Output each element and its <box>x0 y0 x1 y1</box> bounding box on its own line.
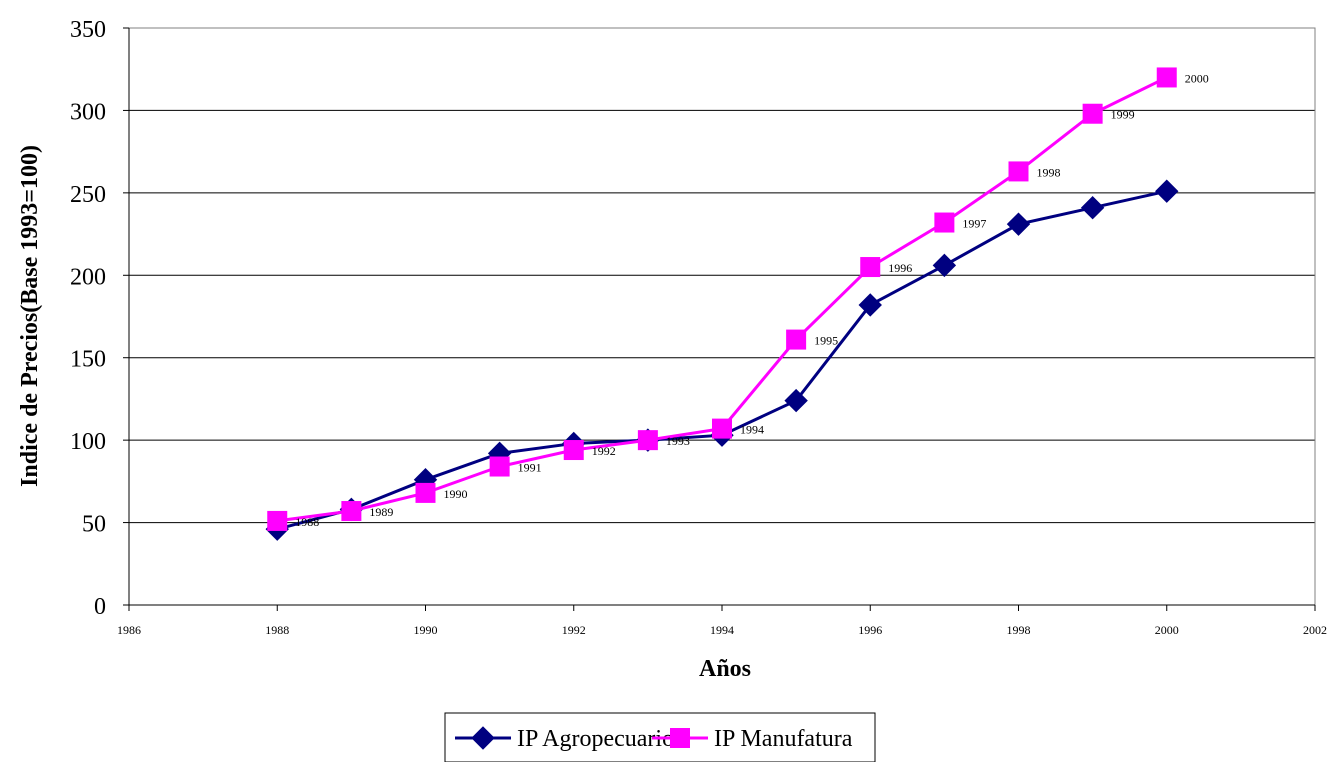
x-tick-label: 1996 <box>858 623 882 637</box>
data-point <box>934 212 955 233</box>
data-label: 1997 <box>962 217 986 231</box>
data-label: 1992 <box>592 444 616 458</box>
x-tick-label: 1986 <box>117 623 141 637</box>
data-point <box>860 257 881 278</box>
y-tick-label: 350 <box>70 17 106 43</box>
data-label: 1995 <box>814 334 838 348</box>
series <box>265 67 1179 541</box>
legend-marker <box>471 726 495 750</box>
data-label: 1999 <box>1111 108 1135 122</box>
x-tick-label: 1988 <box>265 623 289 637</box>
data-point <box>489 456 510 477</box>
x-tick-label: 2000 <box>1155 623 1179 637</box>
legend-item: IP Agropecuario <box>455 726 674 752</box>
legend-label: IP Manufatura <box>714 726 853 752</box>
data-point <box>637 430 658 451</box>
point-labels: 1988 1989 1990 1991 1992 1993 1994 1995 1996 1997… <box>295 71 1209 528</box>
data-point <box>1082 103 1103 124</box>
data-label: 1988 <box>295 515 319 529</box>
data-point <box>784 388 808 413</box>
x-tick-label: 1994 <box>710 623 734 637</box>
y-tick-label: 50 <box>82 512 106 538</box>
data-label: 1990 <box>444 487 468 501</box>
y-tick-label: 0 <box>94 594 106 620</box>
series-line <box>276 189 1168 531</box>
data-point <box>932 253 957 278</box>
legend-label: IP Agropecuario <box>517 726 674 752</box>
series-line <box>277 76 1168 523</box>
legend: IP Agropecuario IP Manufatura <box>444 712 876 762</box>
data-point <box>267 510 288 531</box>
data-point <box>563 440 584 461</box>
data-point <box>415 482 436 503</box>
legend-marker <box>670 728 690 748</box>
x-axis-title: Años <box>699 656 751 682</box>
data-point <box>1156 67 1177 88</box>
data-point <box>1155 179 1179 203</box>
y-tick-label: 150 <box>70 347 106 373</box>
data-label: 1991 <box>518 461 542 475</box>
data-label: 1996 <box>888 261 912 275</box>
data-point <box>341 501 362 522</box>
data-point <box>786 329 807 350</box>
y-tick-label: 200 <box>70 264 106 290</box>
y-tick-label: 250 <box>70 182 106 208</box>
data-label: 1994 <box>740 423 764 437</box>
data-point <box>1006 212 1031 236</box>
data-point <box>712 418 732 439</box>
data-point <box>1080 195 1105 220</box>
y-tick-label: 100 <box>70 429 106 455</box>
x-tick-label: 1990 <box>414 623 438 637</box>
data-label: 1993 <box>666 434 690 448</box>
x-tick-label: 1992 <box>562 623 586 637</box>
y-tick-label: 300 <box>70 99 106 125</box>
data-label: 2000 <box>1185 71 1209 85</box>
data-label: 1989 <box>369 505 393 519</box>
data-point <box>858 293 882 317</box>
data-point <box>1008 161 1029 182</box>
data-label: 1998 <box>1037 165 1061 179</box>
y-axis-title: Indice de Precios(Base 1993=100) <box>17 145 43 487</box>
x-tick-label: 2002 <box>1303 623 1327 637</box>
axes: 0 50 100 150 200 250 300 350 1986 1988 1990 1992 199… <box>70 17 1327 637</box>
grid <box>129 109 1315 524</box>
x-tick-label: 1998 <box>1007 623 1031 637</box>
series-ip-manufatura <box>267 67 1177 531</box>
legend-item: IP Manufatura <box>652 726 853 752</box>
series-ip-agropecuario <box>265 179 1179 541</box>
